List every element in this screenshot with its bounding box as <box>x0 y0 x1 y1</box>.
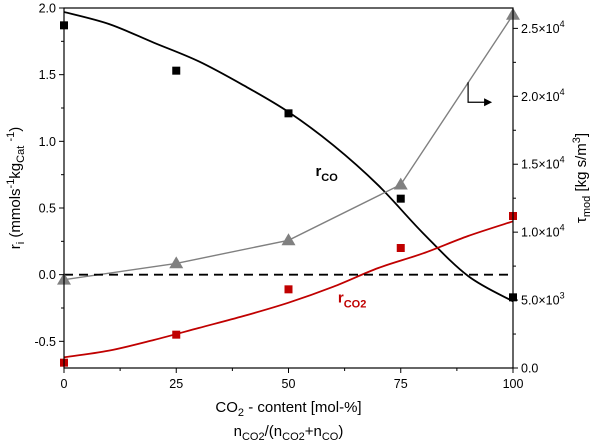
x-tick-label: 25 <box>169 377 183 391</box>
right-axis-arrow <box>467 82 489 103</box>
y-right-title-sup: 3 <box>571 137 583 143</box>
y-right-tick-exponent: 4 <box>560 223 565 233</box>
series-annotation-0: rCO <box>315 163 338 184</box>
y-right-tick-label: 1.5×104 <box>521 155 565 172</box>
data-point-triangle <box>281 233 296 246</box>
x-axis-title-main: CO <box>215 399 238 416</box>
y-left-tick-label: 1.0 <box>39 135 56 149</box>
axes-layer: 0 25 50 75 100 -0.5 0.0 0.5 1.0 1.5 2.0 0.0 5.0×103 1… <box>34 2 564 392</box>
y-right-tick-exponent: 4 <box>560 155 565 165</box>
y-right-tick-label: 2.0×104 <box>521 87 565 104</box>
x-tick-label: 100 <box>503 377 524 391</box>
y-right-tick-mantissa: 0.0 <box>521 362 538 376</box>
x-axis-title2-sub: CO2 <box>282 431 305 441</box>
x-axis-title2-main: /(n <box>265 423 283 440</box>
y-right-tick-exponent: 3 <box>560 291 565 301</box>
x-axis-title-secondary: nCO2/(nCO2+nCO) <box>234 423 344 441</box>
annotation-sub: CO <box>321 172 338 184</box>
data-point-square-0 <box>172 66 181 75</box>
y-left-axis-title: ri (mmols-1kgCat -1) <box>5 127 27 249</box>
y-right-tick-exponent: 4 <box>560 19 565 29</box>
x-axis-title2-sub: CO2 <box>242 431 265 441</box>
fit-curve-3 <box>64 220 513 359</box>
series-annotation-1: rCO2 <box>338 290 366 311</box>
y-right-axis-title: τmod [kg s/m3] <box>571 133 593 223</box>
x-axis-title2-main: n <box>234 423 242 440</box>
y-right-tick-label: 0.0 <box>521 362 538 376</box>
labels-layer: CO2 - content [mol-%]nCO2/(nCO2+nCO)ri (… <box>5 82 593 441</box>
y-right-tick-mantissa: 2.5×10 <box>521 22 560 36</box>
y-right-tick-label: 5.0×103 <box>521 291 565 308</box>
data-point-square-1 <box>284 285 293 294</box>
y-left-title-sub: Cat <box>15 146 27 163</box>
plot-markers <box>57 7 520 367</box>
annotation-main: r <box>338 290 344 307</box>
y-left-title-sub: i <box>15 242 27 244</box>
plot-layer <box>57 7 520 367</box>
y-left-tick-label: 0.5 <box>39 202 56 216</box>
y-left-tick-label: 1.5 <box>39 68 56 82</box>
y-right-title-main: ] <box>573 133 590 137</box>
x-tick-label: 50 <box>282 377 296 391</box>
x-tick-label: 75 <box>394 377 408 391</box>
y-right-title-sub: mod <box>581 196 593 217</box>
y-right-tick-exponent: 4 <box>560 87 565 97</box>
y-right-tick-mantissa: 1.0×10 <box>521 226 560 240</box>
y-left-title-sup: -1 <box>5 132 17 142</box>
x-axis-title: CO2 - content [mol-%] <box>215 399 361 419</box>
y-right-title-main: τ <box>573 217 590 223</box>
x-axis-title2-main: +n <box>305 423 322 440</box>
y-left-tick-label: -0.5 <box>34 335 56 349</box>
data-point-square-1 <box>396 244 405 252</box>
y-left-title-sup: -1 <box>5 179 17 189</box>
y-left-tick-label: 2.0 <box>39 2 56 16</box>
x-axis-title-sub: 2 <box>238 407 244 419</box>
y-right-tick-label: 2.5×104 <box>521 19 565 36</box>
x-axis-title2-sub: CO <box>322 431 339 441</box>
data-point-square-1 <box>172 330 181 339</box>
x-tick-label: 0 <box>61 377 68 391</box>
x-axis-title2-main: ) <box>338 423 343 440</box>
y-right-tick-label: 1.0×104 <box>521 223 565 240</box>
y-right-tick-mantissa: 1.5×10 <box>521 158 560 172</box>
y-right-tick-mantissa: 5.0×10 <box>521 294 560 308</box>
y-left-title-main: r <box>7 244 24 249</box>
x-axis-title-rest: - content [mol-%] <box>244 399 362 416</box>
data-point-square-0 <box>396 194 405 203</box>
y-right-title-main: [kg s/m <box>573 143 590 196</box>
right-axis-arrowhead <box>484 98 493 107</box>
y-left-title-main: ) <box>7 127 24 132</box>
annotation-sub: CO2 <box>344 299 367 311</box>
plot-area <box>64 11 513 359</box>
y-left-title-main: (mmols <box>7 188 24 241</box>
data-point-triangle <box>393 177 408 190</box>
fit-curve-2 <box>64 11 513 303</box>
y-right-tick-mantissa: 2.0×10 <box>521 90 560 104</box>
plot-frame <box>63 7 514 369</box>
y-left-title-main: kg <box>7 163 24 179</box>
data-point-square-0 <box>284 109 293 118</box>
annotation-main: r <box>315 163 321 180</box>
y-left-tick-label: 0.0 <box>39 268 56 282</box>
data-point-triangle <box>169 256 184 269</box>
